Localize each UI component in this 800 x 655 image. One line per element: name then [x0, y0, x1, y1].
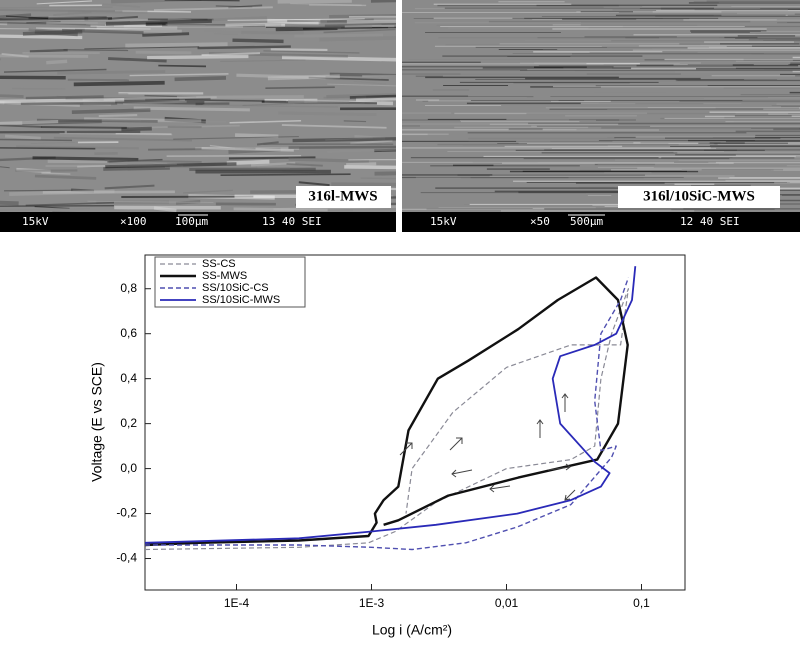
x-tick-label: 1E-3: [359, 596, 385, 610]
sem-info: 100μm: [175, 215, 208, 228]
sem-info: 500μm: [570, 215, 603, 228]
sem-label: 316l/10SiC-MWS: [643, 188, 755, 204]
sem-image: [362, 0, 800, 212]
x-axis-label: Log i (A/cm²): [372, 622, 452, 638]
sem-info: 15kV: [22, 215, 49, 228]
sem-label: 316l-MWS: [308, 188, 377, 204]
legend-label: SS/10SiC-MWS: [202, 294, 280, 306]
series-line: [145, 266, 635, 543]
y-tick-label: 0,2: [120, 416, 137, 430]
x-tick-label: 0,01: [495, 596, 519, 610]
y-axis-label: Voltage (E vs SCE): [89, 362, 105, 482]
x-tick-label: 1E-4: [224, 596, 250, 610]
sem-info: 15kV: [430, 215, 457, 228]
y-tick-label: -0,4: [116, 551, 137, 565]
legend-label: SS-MWS: [202, 270, 247, 282]
y-tick-label: 0,8: [120, 281, 137, 295]
y-tick-label: 0,6: [120, 326, 137, 340]
y-tick-label: 0,4: [120, 371, 137, 385]
sem-info: 13 40 SEI: [262, 215, 322, 228]
sem-info: ×100: [120, 215, 147, 228]
x-tick-label: 0,1: [633, 596, 650, 610]
sem-info: 12 40 SEI: [680, 215, 740, 228]
legend-label: SS-CS: [202, 258, 236, 270]
y-tick-label: 0,0: [120, 461, 137, 475]
sem-info: ×50: [530, 215, 550, 228]
annotations: [400, 394, 575, 500]
series-line: [145, 278, 628, 550]
legend-label: SS/10SiC-CS: [202, 282, 269, 294]
y-tick-label: -0,2: [116, 506, 137, 520]
